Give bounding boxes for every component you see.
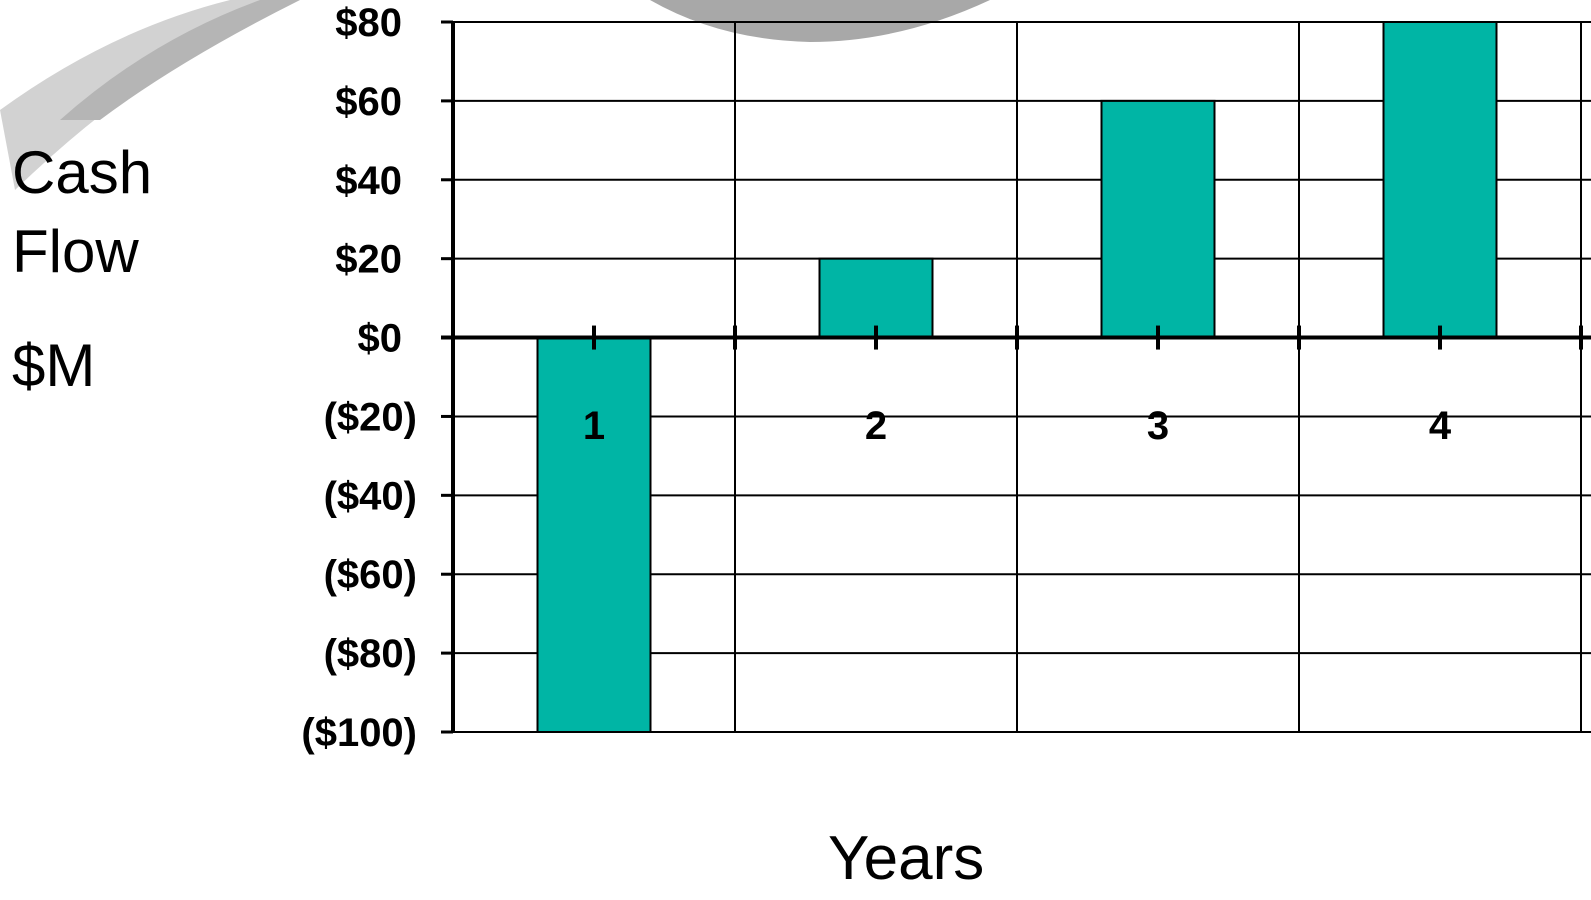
bar-year-3 — [1100, 99, 1216, 339]
y-tick-label: $60 — [335, 80, 402, 124]
y-tick-label: ($100) — [301, 711, 417, 755]
y-axis-label-line-2: Flow — [12, 218, 139, 285]
y-tick-label: ($60) — [324, 553, 417, 597]
bar-year-2 — [818, 257, 934, 339]
x-tick-label: 4 — [1429, 404, 1452, 448]
y-tick-label: $0 — [358, 317, 403, 361]
x-tick-label: 1 — [583, 404, 605, 448]
bar-year-4 — [1382, 21, 1498, 339]
y-tick-label: $20 — [335, 238, 402, 282]
x-tick-label: 3 — [1147, 404, 1169, 448]
bar-year-1 — [536, 336, 652, 733]
x-tick-label: 2 — [865, 404, 887, 448]
y-tick-label: $40 — [335, 159, 402, 203]
y-tick-label: $80 — [335, 1, 402, 45]
y-axis-label-line-3: $M — [12, 332, 96, 399]
y-tick-label: ($20) — [324, 395, 417, 439]
x-axis-label: Years — [828, 824, 985, 893]
y-tick-label: ($80) — [324, 632, 417, 676]
y-tick-label: ($40) — [324, 474, 417, 518]
y-axis-label-line-1: Cash — [12, 139, 153, 206]
